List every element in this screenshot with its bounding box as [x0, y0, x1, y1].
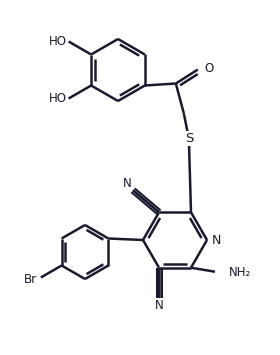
Text: N: N [123, 177, 131, 190]
Text: N: N [212, 234, 221, 246]
Text: Br: Br [24, 273, 37, 286]
Text: N: N [155, 299, 163, 312]
Text: NH₂: NH₂ [229, 266, 251, 279]
Text: S: S [185, 132, 193, 145]
Text: HO: HO [49, 35, 67, 48]
Text: O: O [205, 62, 214, 75]
Text: HO: HO [49, 92, 67, 105]
